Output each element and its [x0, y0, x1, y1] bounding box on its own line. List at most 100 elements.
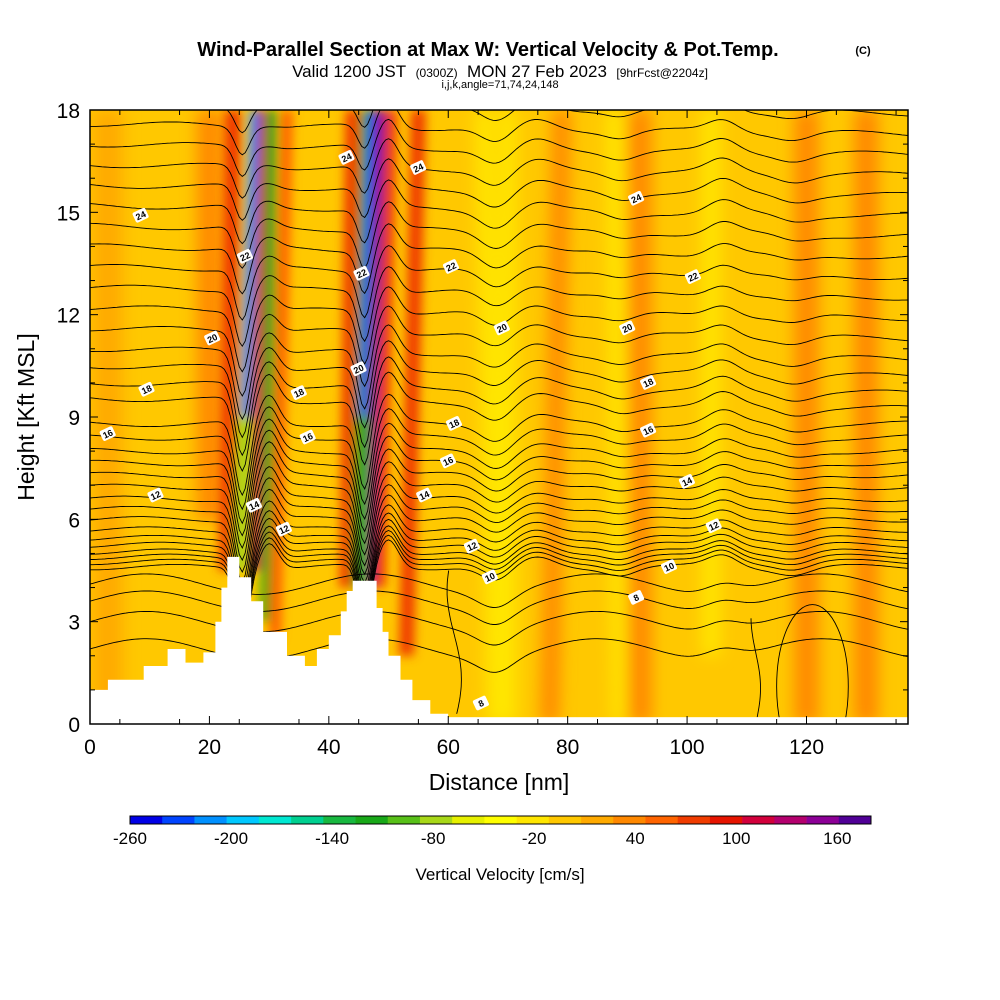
contour-label: 24 — [132, 207, 149, 223]
isentrope-line — [90, 500, 908, 602]
isentrope-line — [90, 517, 908, 615]
isentrope-line — [90, 138, 908, 199]
isentrope-line — [90, 466, 908, 574]
velocity-band — [606, 110, 631, 724]
contour-label-text: 20 — [352, 363, 365, 376]
isentrope-line — [90, 525, 908, 621]
contour-label-text: 22 — [686, 270, 699, 283]
contour-label-text: 16 — [301, 431, 314, 444]
contour-label: 14 — [245, 497, 262, 513]
plot-area — [90, 110, 908, 724]
colorbar-segment — [774, 816, 807, 824]
colorbar-tick-label: -20 — [522, 829, 547, 848]
chart-indices: i,j,k,angle=71,74,24,148 — [441, 79, 558, 91]
downdraft-core — [242, 110, 260, 417]
y-axis-title: Height [Kft MSL] — [13, 333, 39, 500]
y-tick-label: 6 — [68, 509, 80, 532]
x-tick-label: 20 — [198, 736, 221, 759]
colorbar-segment — [838, 816, 872, 824]
isentrope-line — [90, 158, 908, 221]
isentrope-line — [90, 371, 908, 473]
contour-label-text: 8 — [632, 592, 641, 603]
isentrope-line — [90, 356, 908, 457]
contour-label-bg — [442, 259, 459, 274]
velocity-band — [475, 110, 505, 724]
contour-label: 12 — [705, 518, 722, 534]
contour-label: 20 — [350, 361, 367, 377]
isentrope-line — [90, 530, 908, 625]
colorbar-tick-label: 100 — [722, 829, 750, 848]
contour-label-text: 22 — [239, 250, 252, 263]
isentrope-line — [90, 266, 908, 348]
contour-label: 24 — [338, 150, 355, 165]
isentrope-line — [90, 118, 908, 177]
isentrope-line — [90, 453, 908, 562]
contour-label-text: 8 — [477, 698, 486, 709]
contour-label: 24 — [628, 190, 645, 206]
vertical-velocity-field — [92, 110, 879, 724]
subtitle-valid-time: Valid 1200 JST — [292, 62, 406, 81]
contour-label-text: 12 — [707, 520, 720, 533]
velocity-band — [627, 110, 652, 724]
chart-title-mark: (C) — [855, 45, 871, 57]
x-tick-label: 40 — [317, 736, 340, 759]
velocity-band — [854, 110, 879, 724]
y-tick-label: 12 — [57, 305, 80, 328]
colorbar-segment — [419, 816, 453, 824]
colorbar-segment — [323, 816, 356, 824]
y-tick-label: 9 — [68, 407, 80, 430]
isentrope-line — [90, 510, 908, 610]
subtitle-forecast: [9hrFcst@2204z] — [616, 66, 708, 80]
contour-label-text: 10 — [483, 571, 496, 584]
contour-label-bg — [410, 160, 427, 175]
ground-strip — [90, 717, 908, 724]
contour-label: 18 — [445, 416, 462, 431]
contour-label: 16 — [299, 429, 316, 445]
colorbar-segment — [484, 816, 517, 824]
contour-label-bg — [99, 426, 116, 441]
contour-label-bg — [338, 150, 355, 165]
contour-label-text: 20 — [206, 332, 219, 345]
contour-label-bg — [245, 497, 262, 513]
colorbar-title: Vertical Velocity [cm/s] — [415, 865, 584, 884]
contour-label: 8 — [628, 590, 645, 605]
contour-label: 20 — [493, 320, 510, 336]
contour-label: 18 — [290, 385, 307, 400]
colorbar-segment — [355, 816, 389, 824]
contour-label: 10 — [481, 569, 498, 585]
isentrope-line — [90, 201, 908, 269]
updraft-band — [398, 110, 426, 656]
isentrope-line — [90, 110, 908, 156]
isentrope-line — [90, 418, 908, 525]
y-tick-label: 3 — [68, 612, 80, 635]
contour-label: 20 — [204, 330, 221, 346]
contour-label-bg — [236, 248, 253, 264]
isentrope-line — [90, 539, 908, 633]
contour-label: 12 — [147, 487, 164, 503]
x-tick-label: 0 — [84, 736, 96, 759]
velocity-band — [499, 110, 517, 724]
contour-label-bg — [678, 474, 695, 489]
isentrope-line — [750, 618, 761, 718]
x-tick-label: 100 — [670, 736, 705, 759]
contour-label-bg — [463, 538, 480, 554]
chart-title: Wind-Parallel Section at Max W: Vertical… — [197, 39, 778, 61]
contour-label: 16 — [439, 453, 456, 469]
contour-label-bg — [439, 453, 456, 469]
contour-label: 14 — [416, 487, 433, 503]
y-tick-label: 15 — [57, 202, 80, 225]
contour-label-bg — [445, 416, 462, 431]
contour-label-text: 14 — [680, 475, 693, 488]
isentrope-loop — [776, 604, 849, 724]
colorbar: -260 -200 -140 -80 -20 40 100 160 — [113, 815, 872, 848]
y-tick-label: 0 — [68, 714, 80, 737]
colorbar-segment — [581, 816, 614, 824]
colorbar-segment — [709, 816, 743, 824]
contour-label-bg — [628, 190, 645, 206]
contour-label-text: 18 — [292, 386, 305, 399]
contour-label: 20 — [619, 320, 636, 336]
isentrope-line — [90, 223, 908, 295]
contour-label-text: 10 — [663, 560, 676, 573]
contour-label-bg — [640, 422, 657, 438]
contour-label-bg — [705, 518, 722, 534]
